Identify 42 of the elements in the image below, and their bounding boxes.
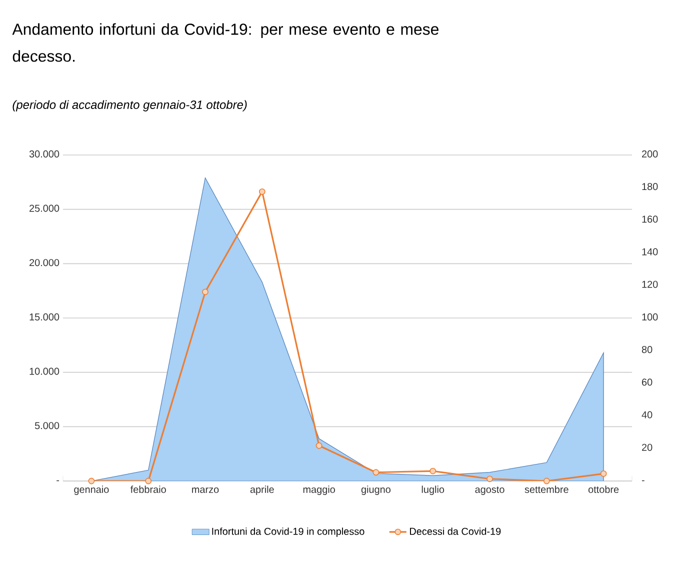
y-tick-label: 10.000 xyxy=(30,368,60,375)
point xyxy=(316,442,322,449)
point xyxy=(600,470,607,477)
x-tick-label: maggio xyxy=(303,486,335,495)
y2-tick-label: - xyxy=(642,480,644,482)
y2-tick-label: 40 xyxy=(642,411,652,418)
y2-tick-label: 160 xyxy=(642,216,658,223)
x-tick-label: ottobre xyxy=(588,486,619,493)
point xyxy=(88,478,95,484)
x-tick-label: settembre xyxy=(524,486,568,493)
point xyxy=(430,468,436,474)
x-tick-label: luglio xyxy=(422,486,444,495)
point xyxy=(543,478,550,484)
x-tick-label: gennaio xyxy=(74,486,109,495)
y2-tick-label: 100 xyxy=(642,313,658,320)
y2-tick-label: 80 xyxy=(642,346,652,354)
x-tick-label: giugno xyxy=(361,486,390,495)
y2-tick-label: 180 xyxy=(642,183,658,190)
x-tick-label: febbraio xyxy=(130,486,166,493)
y2-tick-label: 200 xyxy=(642,150,658,158)
legend-label: Infortuni da Covid-19 in complesso xyxy=(212,528,364,537)
point xyxy=(486,476,493,482)
y2-tick-label: 60 xyxy=(642,378,652,386)
x-tick-label: marzo xyxy=(192,488,219,493)
x-tick-label: aprile xyxy=(250,486,274,495)
y-tick-label: 5.000 xyxy=(34,422,60,430)
chart-subtitle: (periodo di accadimento gennaio-31 ottobre) xyxy=(12,100,247,112)
x-tick-label: agosto xyxy=(475,486,504,495)
legend-label: Decessi da Covid-19 xyxy=(410,528,501,535)
y-tick-label: - xyxy=(56,480,60,482)
y-tick-label: 15.000 xyxy=(30,313,60,320)
y-tick-label: 30.000 xyxy=(29,150,60,158)
y-tick-label: 20.000 xyxy=(30,259,60,266)
chart-title: Andamento infortuni da Covid-19: per mese evento e mese decesso. xyxy=(12,23,438,62)
y2-tick-label: 120 xyxy=(642,280,658,288)
point xyxy=(202,288,208,296)
y2-tick-label: 140 xyxy=(642,248,658,256)
point xyxy=(145,478,152,484)
point xyxy=(258,188,266,195)
y-tick-label: 25.000 xyxy=(30,204,60,212)
y2-tick-label: 20 xyxy=(642,444,652,451)
point xyxy=(372,469,380,476)
